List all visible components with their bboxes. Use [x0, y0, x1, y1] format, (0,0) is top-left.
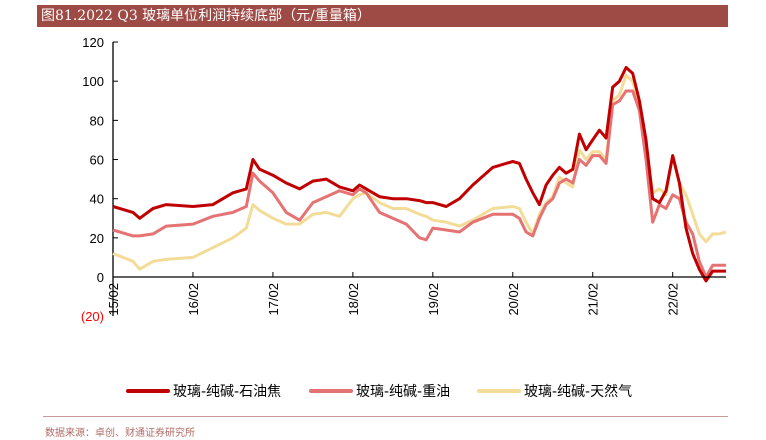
series-line [112, 66, 726, 283]
series-line [112, 73, 727, 271]
x-tick-label: 15/02 [106, 283, 121, 316]
y-tick-label: (20) [81, 309, 104, 324]
source-note: 数据来源：卓创、财通证券研究所 [45, 428, 195, 439]
y-tick-label: 40 [90, 192, 104, 207]
legend-label: 玻璃-纯碱-天然气 [524, 383, 632, 400]
source-divider [43, 416, 728, 417]
y-tick-label: 0 [97, 270, 104, 285]
legend-label: 玻璃-纯碱-石油焦 [173, 383, 281, 400]
x-tick-label: 21/02 [586, 283, 601, 316]
y-tick-label: 120 [82, 35, 104, 50]
y-tick-label: 60 [90, 153, 104, 168]
x-tick-label: 17/02 [266, 283, 281, 316]
y-tick-label: 80 [90, 113, 104, 128]
legend-label: 玻璃-纯碱-重油 [356, 383, 450, 400]
x-tick-label: 16/02 [186, 283, 201, 316]
y-tick-label: 100 [82, 74, 104, 89]
series-line [112, 89, 726, 279]
x-tick-label: 19/02 [426, 283, 441, 316]
x-tick-label: 18/02 [346, 283, 361, 316]
figure-title: 图81.2022 Q3 玻璃单位利润持续底部（元/重量箱） [37, 5, 728, 27]
x-tick-label: 22/02 [666, 283, 681, 316]
x-tick-label: 20/02 [506, 283, 521, 316]
y-tick-label: 20 [90, 231, 104, 246]
